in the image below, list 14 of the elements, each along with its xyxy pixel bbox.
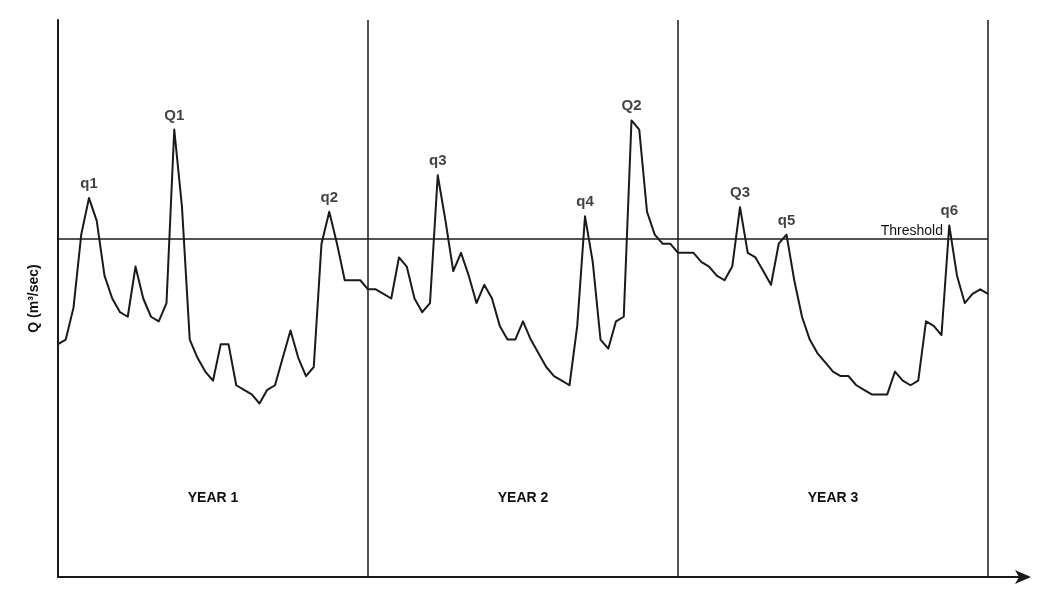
annotation: q3 [428,151,447,169]
annotation: Q1 [164,105,185,123]
annotation: q5 [777,210,796,228]
annotation: q6 [940,201,959,219]
y-axis-title: Q (m³/sec) [25,264,41,333]
annotation: q4 [576,192,595,210]
annotation: q1 [80,174,98,192]
ref-line-label: Threshold [880,222,943,239]
annotation: YEAR 3 [807,489,859,505]
annotation: Q3 [729,183,751,201]
annotation: YEAR 1 [187,489,239,505]
annotation: Q2 [621,96,642,114]
annotation: YEAR 2 [497,489,549,505]
annotation: q2 [320,187,339,205]
